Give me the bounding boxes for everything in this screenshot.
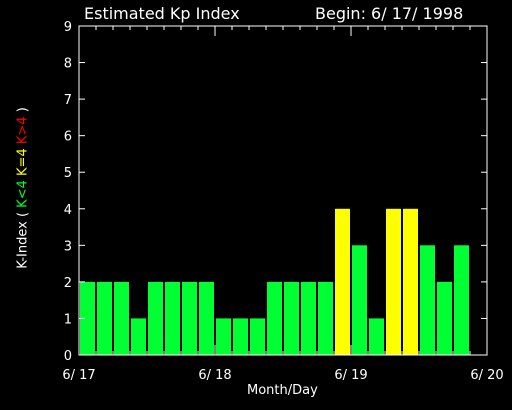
y-tick-label: 3 (64, 239, 72, 254)
bar (114, 281, 129, 355)
bar (301, 281, 316, 355)
x-axis-label: Month/Day (247, 383, 318, 398)
y-axis-label-main: K-Index ( (15, 207, 31, 269)
bar (165, 281, 180, 355)
bar (420, 245, 435, 355)
bar (233, 318, 248, 355)
bar (80, 281, 95, 355)
bar (199, 281, 214, 355)
bar (284, 281, 299, 355)
begin-date: Begin: 6/ 17/ 1998 (315, 4, 464, 23)
legend-mid: K=4 (15, 148, 31, 176)
bar (386, 208, 401, 355)
bar (403, 208, 418, 355)
y-axis-label-close: ) (15, 107, 31, 117)
bar (131, 318, 146, 355)
bar (335, 208, 350, 355)
bar (97, 281, 112, 355)
bar (369, 318, 384, 355)
bar (250, 318, 265, 355)
legend-high: K>4 (15, 116, 31, 145)
bar (182, 281, 197, 355)
y-tick-label: 7 (64, 93, 72, 108)
bar (454, 245, 469, 355)
x-tick-label: 6/ 19 (334, 368, 367, 383)
y-tick-label: 0 (64, 349, 72, 364)
bar (318, 281, 333, 355)
bar (148, 281, 163, 355)
y-tick-label: 5 (64, 166, 72, 181)
bar (352, 245, 367, 355)
legend-low: K<4 (15, 180, 31, 208)
chart-title: Estimated Kp Index (84, 4, 240, 23)
y-tick-label: 8 (64, 57, 72, 72)
y-tick-label: 2 (64, 276, 72, 291)
x-tick-label: 6/ 18 (198, 368, 231, 383)
y-tick-label: 1 (64, 312, 72, 327)
y-tick-label: 9 (64, 20, 72, 35)
y-tick-label: 4 (64, 203, 72, 218)
x-tick-label: 6/ 20 (470, 368, 503, 383)
bar (267, 281, 282, 355)
bar (216, 318, 231, 355)
y-tick-label: 6 (64, 130, 72, 145)
bar (437, 281, 452, 355)
y-axis-label: K-Index ( K<4 K=4 K>4 ) (16, 107, 31, 269)
x-tick-label: 6/ 17 (62, 368, 95, 383)
